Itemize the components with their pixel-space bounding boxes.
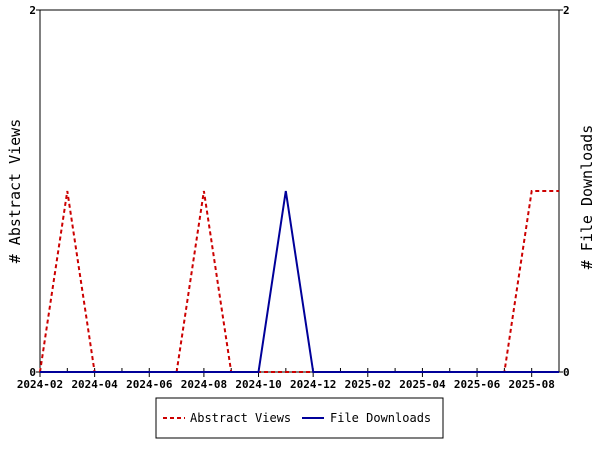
- series-layer: [39, 190, 559, 373]
- series-line-abstract-views: [39, 190, 559, 373]
- x-tick-label: 2025-06: [454, 378, 501, 391]
- x-tick-label: 2024-10: [235, 378, 281, 391]
- x-tick-label: 2024-02: [17, 378, 63, 391]
- legend-label-file-downloads: File Downloads: [330, 411, 431, 425]
- y-right-tick-label: 2: [563, 4, 570, 17]
- legend: Abstract Views File Downloads: [155, 397, 444, 439]
- legend-label-abstract-views: Abstract Views: [190, 411, 291, 425]
- x-tick-label: 2024-12: [290, 378, 336, 391]
- x-tick-label: 2025-02: [345, 378, 391, 391]
- x-tick-label: 2025-04: [399, 378, 446, 391]
- x-tick-label: 2024-08: [181, 378, 227, 391]
- y-right-tick-label: 0: [563, 366, 570, 379]
- y-axis-title-left: # Abstract Views: [6, 119, 24, 264]
- y-axis-title-right: # File Downloads: [578, 125, 596, 270]
- series-line-file-downloads: [40, 190, 559, 373]
- legend-box: [155, 397, 444, 439]
- x-tick-label: 2024-06: [126, 378, 173, 391]
- x-tick-label: 2024-04: [71, 378, 118, 391]
- y-left-tick-label: 2: [29, 4, 36, 17]
- y-left-tick-label: 0: [29, 366, 36, 379]
- x-tick-label: 2025-08: [509, 378, 555, 391]
- plot-area: [39, 9, 560, 373]
